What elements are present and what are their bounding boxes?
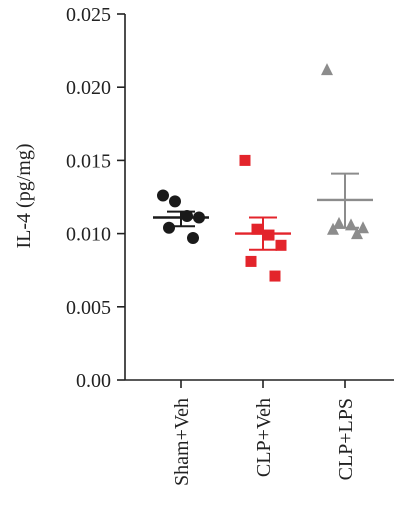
data-point-circle [181, 210, 193, 223]
x-tick-label: CLP+Veh [253, 398, 275, 477]
x-tick-label: Sham+Veh [171, 398, 193, 486]
data-point-square [275, 239, 287, 251]
y-tick-label: 0.015 [66, 150, 111, 172]
data-point-circle [169, 195, 181, 208]
y-tick-label: 0.025 [66, 4, 111, 26]
data-point-square [245, 255, 257, 267]
data-point-circle [187, 231, 199, 244]
y-axis-label: IL-4 (pg/mg) [13, 144, 35, 249]
data-point-triangle [333, 216, 345, 229]
y-axis: 0.00 0.005 0.010 0.015 0.020 0.025 [66, 4, 126, 392]
data-point-triangle [351, 227, 363, 240]
data-point-circle [163, 221, 175, 234]
x-tick-label: CLP+LPS [335, 398, 357, 480]
y-tick-label: 0.005 [66, 297, 111, 319]
x-axis: Sham+Veh CLP+Veh CLP+LPS [125, 379, 394, 486]
data-point-triangle [357, 221, 369, 234]
data-point-square [269, 270, 281, 282]
y-tick-label: 0.00 [76, 370, 111, 392]
data-point-square [239, 154, 251, 166]
y-tick-label: 0.010 [66, 224, 111, 246]
data-point-triangle [321, 63, 333, 76]
data-point-square [263, 229, 275, 241]
mean-sem-bars [153, 172, 373, 251]
data-points [157, 63, 369, 282]
data-point-square [251, 223, 263, 235]
y-tick-label: 0.020 [66, 77, 111, 99]
data-point-circle [157, 189, 169, 202]
